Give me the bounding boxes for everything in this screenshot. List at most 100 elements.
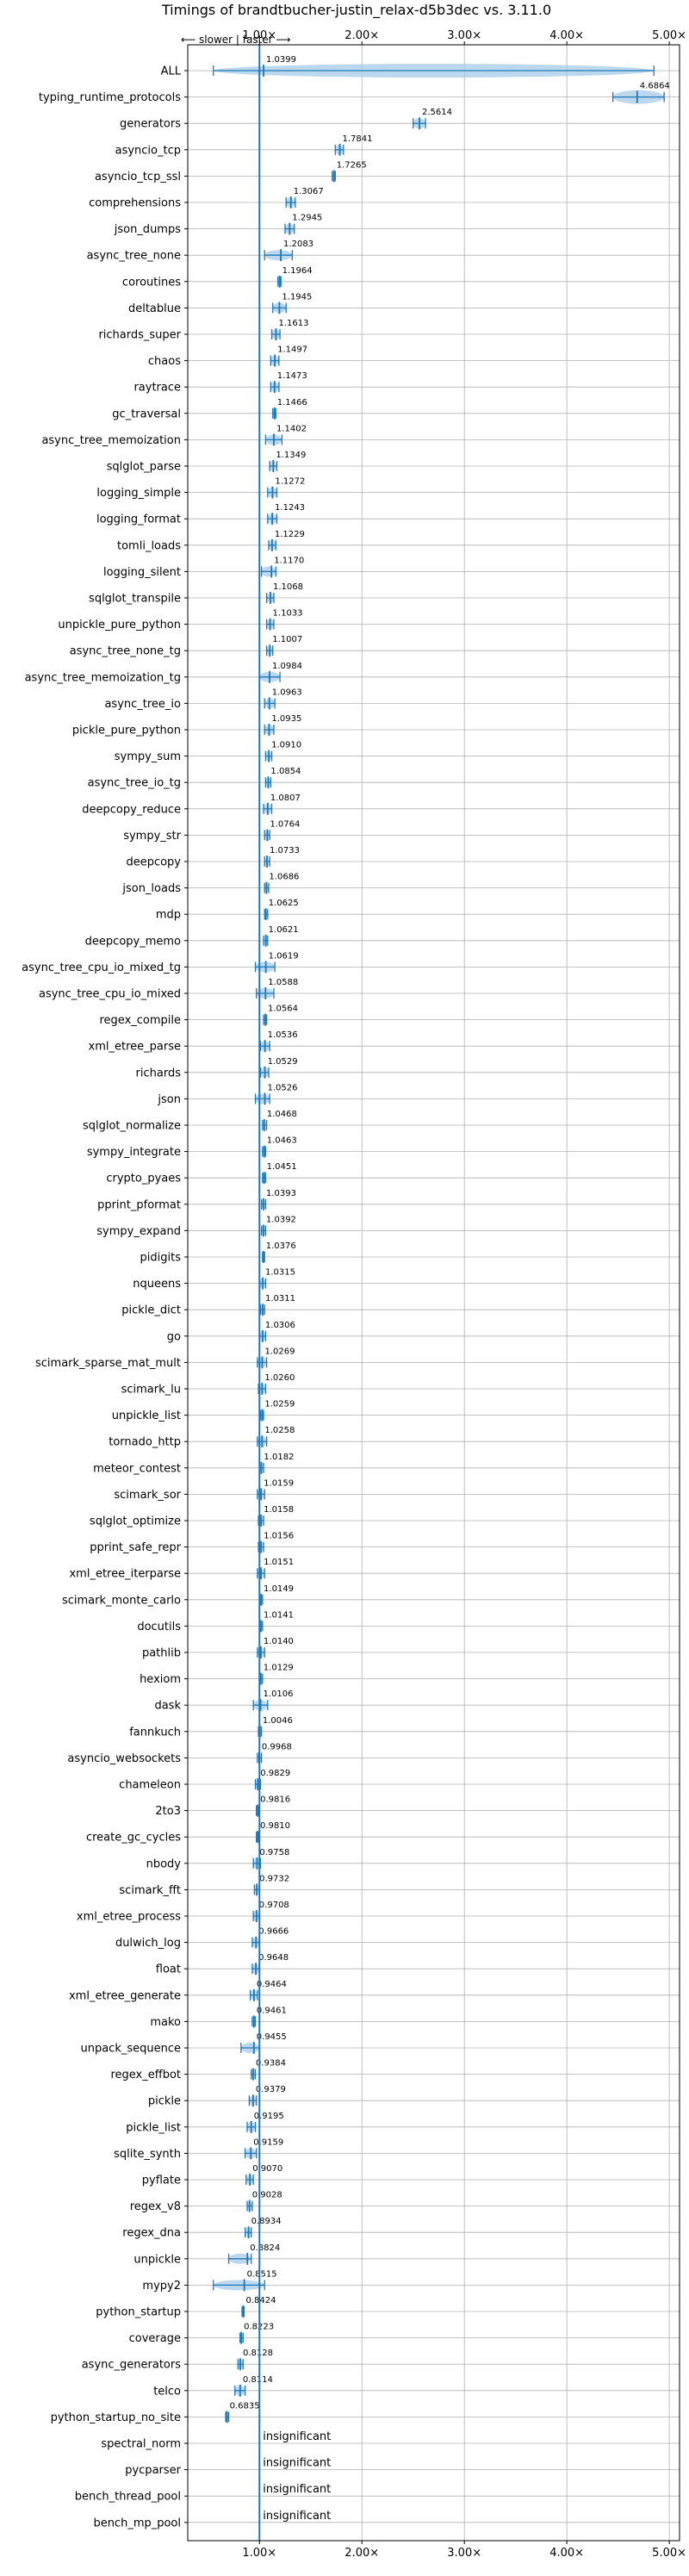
plot-frame	[187, 44, 680, 2542]
value-label: 1.0854	[270, 767, 301, 776]
value-label: 1.0468	[267, 1110, 297, 1119]
benchmark-label: asyncio_tcp_ssl	[95, 171, 181, 184]
value-label: 1.1466	[277, 398, 307, 408]
value-label: 1.2083	[283, 240, 313, 249]
value-label: 1.0156	[264, 1532, 294, 1541]
value-label: 1.0149	[264, 1584, 294, 1594]
value-label: 1.0984	[272, 662, 302, 671]
benchmark-label: async_tree_none_tg	[70, 645, 181, 658]
benchmark-label: async_tree_cpu_io_mixed_tg	[22, 961, 181, 974]
value-label: 1.7265	[337, 160, 367, 170]
value-label: 1.1473	[277, 371, 307, 381]
data-marks: 1.0399 4.6864 2.5614 1.7841 1.7265 1.3067 1.29…	[213, 45, 670, 2541]
benchmark-label: sqlglot_transpile	[89, 593, 181, 606]
benchmark-label: sqlglot_parse	[107, 461, 181, 474]
benchmark-label: asyncio_websockets	[67, 1752, 181, 1765]
value-label: 1.0463	[267, 1136, 297, 1146]
value-label: 1.0564	[268, 1005, 298, 1014]
benchmark-label: nqueens	[133, 1278, 181, 1291]
benchmark-label: generators	[120, 118, 181, 131]
x-tick-label-top: 5.00×	[652, 29, 686, 42]
value-label: 1.1033	[273, 609, 303, 619]
value-label: 1.0260	[264, 1373, 295, 1383]
benchmark-label: scimark_lu	[121, 1384, 181, 1397]
value-label: 1.0588	[268, 978, 298, 987]
value-label: 0.8934	[251, 2217, 282, 2226]
value-label: 1.0376	[266, 1241, 296, 1251]
benchmark-label: pickle_dict	[121, 1304, 181, 1317]
value-label: 1.0526	[268, 1083, 298, 1092]
benchmark-label: async_tree_io_tg	[88, 777, 181, 790]
value-label: 1.2945	[292, 214, 322, 223]
benchmark-label: pickle_list	[126, 2121, 181, 2134]
value-label: 0.9455	[257, 2032, 287, 2042]
value-label: 1.0910	[271, 741, 301, 750]
benchmark-label: dulwich_log	[115, 1937, 181, 1950]
benchmark-label: xml_etree_process	[77, 1911, 181, 1924]
benchmark-label: pprint_pformat	[97, 1198, 181, 1211]
value-label: 0.9758	[259, 1848, 289, 1857]
benchmark-label: pickle_pure_python	[72, 725, 181, 737]
value-label: 1.0399	[266, 55, 296, 65]
value-label: 1.1272	[275, 477, 305, 487]
benchmark-label: pickle	[148, 2095, 181, 2108]
benchmark-label: deepcopy_memo	[85, 935, 181, 948]
value-label: 1.0129	[264, 1664, 294, 1673]
benchmark-label: xml_etree_iterparse	[69, 1568, 181, 1581]
value-label: 4.6864	[640, 82, 670, 91]
value-label: 1.0963	[272, 688, 302, 697]
value-label: 1.0529	[268, 1057, 298, 1067]
benchmark-label: sympy_sum	[115, 750, 181, 763]
value-label: 1.0269	[264, 1347, 295, 1356]
value-label: 0.9810	[260, 1821, 290, 1831]
x-tick-label-bottom: 4.00×	[549, 2547, 584, 2560]
value-label: 0.9708	[259, 1901, 289, 1910]
value-label: 1.0686	[269, 873, 299, 882]
benchmark-label: sqlglot_optimize	[90, 1515, 181, 1528]
value-label: 0.9732	[259, 1874, 289, 1883]
value-label: 1.1068	[273, 582, 303, 592]
x-tick-label-top: 3.00×	[447, 29, 481, 42]
benchmark-label: logging_format	[96, 513, 181, 526]
benchmark-label: scimark_fft	[119, 1884, 181, 1897]
value-label: 0.9379	[256, 2085, 286, 2094]
value-label: 0.9816	[260, 1795, 290, 1805]
benchmark-label: hexiom	[140, 1673, 181, 1686]
value-label: 1.1007	[272, 635, 302, 644]
benchmark-label: unpickle	[133, 2253, 181, 2266]
benchmark-label: sympy_str	[123, 830, 181, 843]
benchmark-label: async_tree_cpu_io_mixed	[39, 988, 181, 1001]
benchmark-label: regex_effbot	[110, 2069, 181, 2081]
value-label: 1.1945	[282, 292, 312, 302]
value-label: 0.9070	[252, 2164, 282, 2174]
x-tick-label-top: 1.00×	[242, 29, 276, 42]
value-label: 1.0619	[269, 951, 299, 961]
benchmark-label: asyncio_tcp	[115, 144, 181, 157]
value-label: 0.8128	[243, 2349, 273, 2358]
benchmark-label: deepcopy_reduce	[82, 803, 181, 816]
value-label: 1.0259	[264, 1400, 295, 1409]
chart-title: Timings of brandtbucher-justin_relax-d5b…	[161, 2, 551, 19]
benchmark-label: regex_dna	[122, 2227, 181, 2240]
benchmark-label: nbody	[146, 1857, 182, 1870]
benchmark-label: unpickle_pure_python	[58, 619, 181, 632]
benchmark-label: async_tree_memoization	[41, 434, 181, 447]
value-label: 1.1613	[278, 319, 308, 328]
benchmark-label: unpack_sequence	[80, 2043, 181, 2056]
value-label: 1.3067	[294, 187, 324, 196]
benchmark-label: pathlib	[142, 1647, 181, 1660]
value-label: 0.9648	[258, 1953, 289, 1963]
benchmark-label: bench_mp_pool	[93, 2517, 181, 2529]
insignificant-label: insignificant	[263, 2457, 331, 2470]
benchmark-label: coverage	[129, 2332, 181, 2345]
benchmark-label: scimark_monte_carlo	[62, 1594, 181, 1607]
value-label: 0.9464	[257, 1980, 287, 1989]
benchmark-label: async_tree_io	[104, 698, 181, 711]
x-ticks-bottom: 1.00× 2.00× 3.00× 4.00× 5.00×	[242, 2541, 686, 2560]
benchmark-label: 2to3	[155, 1805, 181, 1818]
benchmark-label: create_gc_cycles	[86, 1832, 181, 1845]
value-label: 0.9384	[256, 2059, 286, 2069]
value-label: 0.9195	[254, 2112, 284, 2121]
benchmark-label: comprehensions	[89, 197, 181, 210]
value-label: 1.0764	[270, 819, 300, 829]
